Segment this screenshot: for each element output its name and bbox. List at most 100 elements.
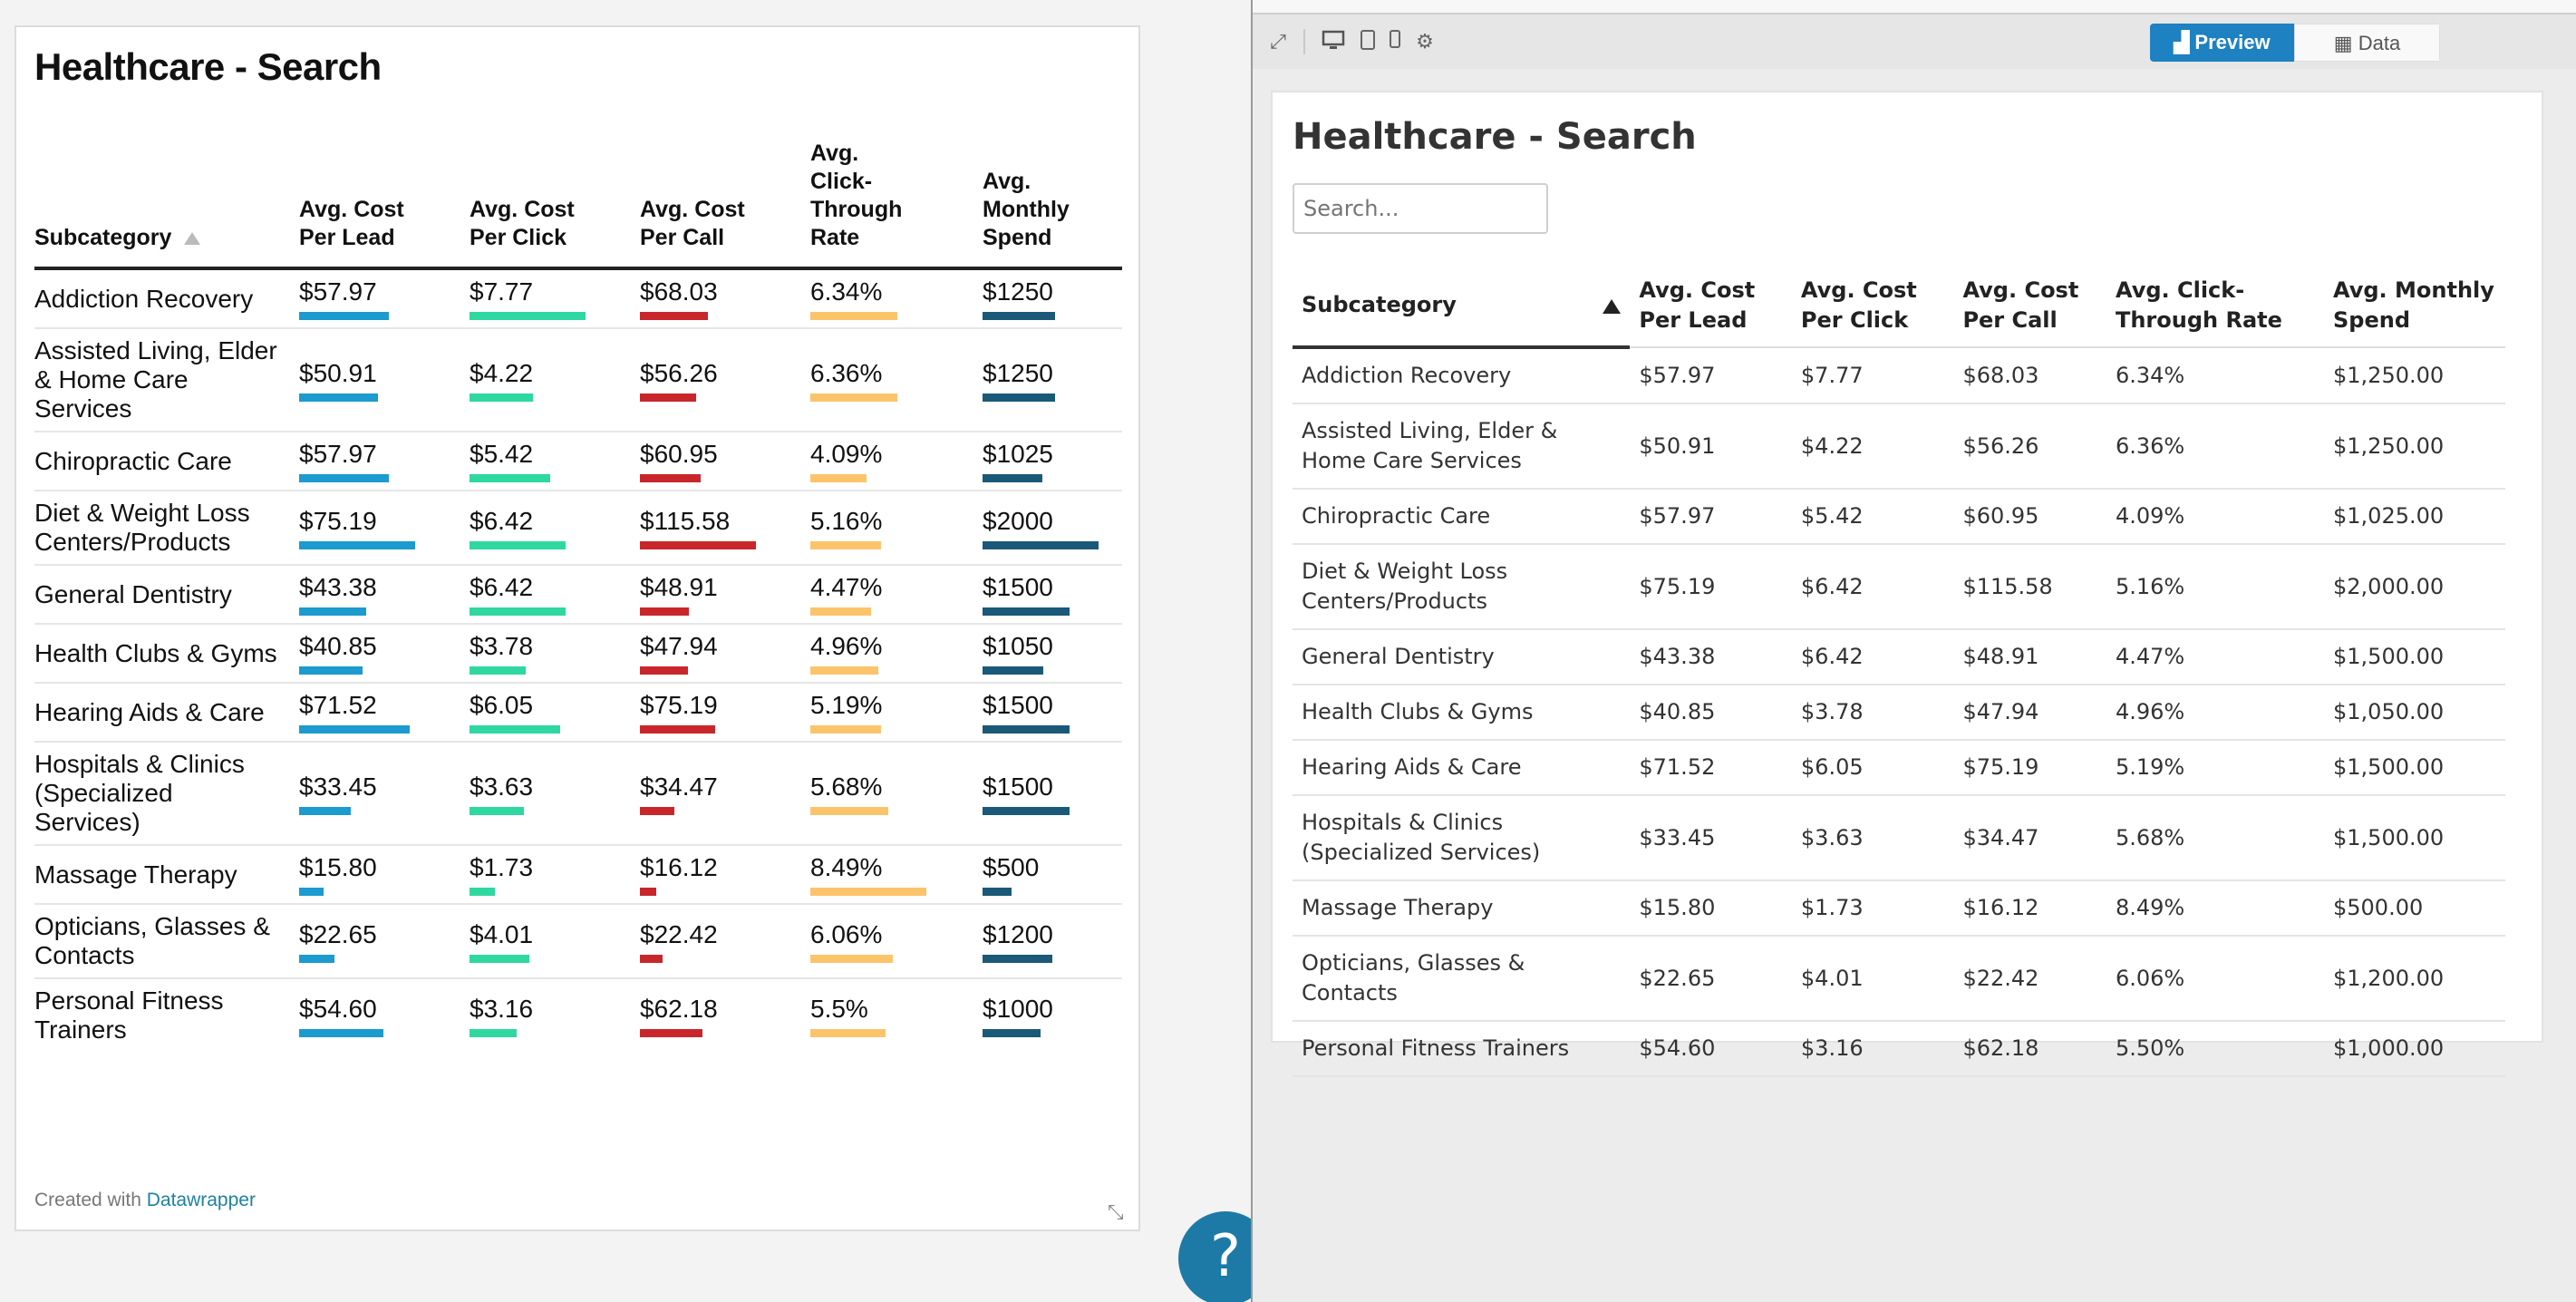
datawrapper-link[interactable]: Datawrapper (146, 1190, 256, 1210)
column-header-cost-per-click[interactable]: Avg. Cost Per Click (1791, 265, 1954, 348)
column-header-ctr[interactable]: Avg. Click-Through Rate (2106, 265, 2324, 348)
spend-cell: $1,500.00 (2324, 629, 2505, 685)
lead-value: $33.45 (299, 772, 377, 801)
call-cell: $68.03 (640, 268, 810, 329)
subcategory-cell: General Dentistry (1293, 629, 1631, 685)
search-input[interactable] (1293, 183, 1548, 234)
spend-value: $1500 (983, 573, 1053, 601)
subcategory-cell: Health Clubs & Gyms (34, 624, 299, 684)
spend-cell: $1,500.00 (2324, 795, 2505, 881)
lead-cell: $75.19 (299, 491, 470, 566)
lead-bar (299, 312, 389, 320)
table-row: Hearing Aids & Care $71.52 $6.05 $75.19 … (34, 683, 1122, 743)
click-cell: $3.78 (1791, 685, 1954, 741)
column-header-monthly-spend[interactable]: Avg. Monthly Spend (983, 140, 1122, 270)
call-value: $56.26 (640, 358, 718, 387)
call-cell: $115.58 (640, 491, 810, 566)
spend-value: $500 (983, 853, 1040, 881)
desktop-view-icon[interactable] (1320, 29, 1347, 54)
click-cell: $3.78 (470, 624, 640, 684)
spend-cell: $1,000.00 (2324, 1021, 2505, 1077)
gear-icon[interactable]: ⚙ (1416, 30, 1434, 53)
spend-cell: $1000 (983, 978, 1122, 1052)
table-row: Hearing Aids & Care $71.52 $6.05 $75.19 5.19… (1293, 740, 2505, 796)
click-value: $5.42 (470, 440, 534, 468)
spend-value: $1025 (983, 440, 1053, 468)
lead-cell: $15.80 (1630, 880, 1792, 937)
ctr-value: 6.06% (810, 919, 883, 948)
lead-cell: $57.97 (299, 432, 470, 491)
click-bar (470, 888, 495, 896)
subcategory-cell: Opticians, Glasses & Contacts (1293, 936, 1631, 1022)
click-cell: $7.77 (1791, 347, 1954, 404)
column-header-subcategory[interactable]: Subcategory (1293, 265, 1631, 349)
ctr-cell: 5.16% (2106, 544, 2324, 630)
panel-top-strip (1253, 0, 2576, 15)
table-row: Opticians, Glasses & Contacts $22.65 $4.… (34, 904, 1122, 979)
lead-cell: $57.97 (299, 268, 470, 329)
lead-cell: $15.80 (299, 845, 470, 905)
column-header-cost-per-call[interactable]: Avg. Cost Per Call (640, 140, 810, 270)
expand-icon[interactable]: ⤢ (1270, 30, 1286, 53)
spend-bar (983, 806, 1070, 815)
lead-value: $57.97 (299, 440, 377, 468)
ctr-cell: 5.5% (810, 978, 983, 1052)
ctr-cell: 6.36% (810, 328, 983, 432)
click-cell: $4.22 (1791, 403, 1954, 490)
ctr-cell: 4.47% (2106, 629, 2324, 685)
spend-value: $1050 (983, 632, 1053, 660)
credit-line: Created with Datawrapper (34, 1190, 256, 1210)
preview-tab[interactable]: ▟ Preview (2150, 24, 2294, 62)
spend-cell: $1,250.00 (2324, 403, 2505, 490)
lead-bar (299, 806, 351, 815)
spend-bar (983, 393, 1055, 402)
lead-bar (299, 393, 378, 402)
sort-ascending-icon (1603, 299, 1622, 314)
ctr-cell: 5.50% (2106, 1021, 2324, 1077)
call-cell: $48.91 (1953, 629, 2106, 685)
call-bar (640, 1028, 702, 1037)
click-cell: $6.05 (470, 683, 640, 743)
column-header-cost-per-lead[interactable]: Avg. Cost Per Lead (299, 140, 470, 270)
spend-bar (983, 666, 1043, 675)
ctr-bar (810, 725, 881, 734)
column-header-ctr[interactable]: Avg. Click-Through Rate (810, 140, 983, 270)
ctr-bar (810, 607, 871, 616)
call-value: $60.95 (640, 440, 718, 468)
ctr-cell: 6.36% (2106, 403, 2324, 490)
resize-icon[interactable]: ⤡ (1108, 1200, 1124, 1223)
click-bar (470, 393, 533, 402)
spend-cell: $1,500.00 (2324, 740, 2505, 796)
subcategory-cell: Personal Fitness Trainers (1293, 1021, 1631, 1077)
column-header-cost-per-call[interactable]: Avg. Cost Per Call (1953, 265, 2106, 348)
click-cell: $7.77 (470, 268, 640, 329)
lead-cell: $57.97 (1630, 347, 1792, 404)
table-row: Diet & Weight Loss Centers/Products $75.1… (1293, 544, 2505, 630)
mobile-view-icon[interactable] (1387, 29, 1403, 54)
click-cell: $3.63 (470, 742, 640, 846)
ctr-cell: 8.49% (810, 845, 983, 905)
ctr-cell: 8.49% (2106, 880, 2324, 937)
click-cell: $6.42 (1791, 544, 1954, 630)
bar-table: Subcategory Avg. Cost Per Lead Avg. Cost… (34, 140, 1122, 1052)
column-header-cost-per-click[interactable]: Avg. Cost Per Click (470, 140, 640, 270)
tablet-view-icon[interactable] (1358, 29, 1378, 54)
data-table: Subcategory Avg. Cost Per Lead Avg. Cost… (1293, 265, 2505, 1077)
column-header-monthly-spend[interactable]: Avg. Monthly Spend (2324, 265, 2505, 348)
click-cell: $5.42 (1791, 489, 1954, 545)
column-header-cost-per-lead[interactable]: Avg. Cost Per Lead (1630, 265, 1792, 348)
subcategory-cell: Chiropractic Care (1293, 489, 1631, 545)
lead-cell: $40.85 (299, 624, 470, 684)
click-value: $1.73 (470, 853, 534, 881)
ctr-cell: 5.16% (810, 491, 983, 566)
ctr-value: 8.49% (810, 853, 883, 881)
click-cell: $4.22 (470, 328, 640, 432)
table-row: Opticians, Glasses & Contacts $22.65 $4.01… (1293, 936, 2505, 1022)
call-cell: $60.95 (1953, 489, 2106, 545)
click-value: $6.05 (470, 691, 534, 719)
call-value: $47.94 (640, 632, 718, 660)
spend-cell: $1050 (983, 624, 1122, 684)
data-tab[interactable]: ▦ Data (2294, 24, 2440, 62)
column-header-subcategory[interactable]: Subcategory (34, 140, 299, 270)
ctr-bar (810, 393, 897, 402)
